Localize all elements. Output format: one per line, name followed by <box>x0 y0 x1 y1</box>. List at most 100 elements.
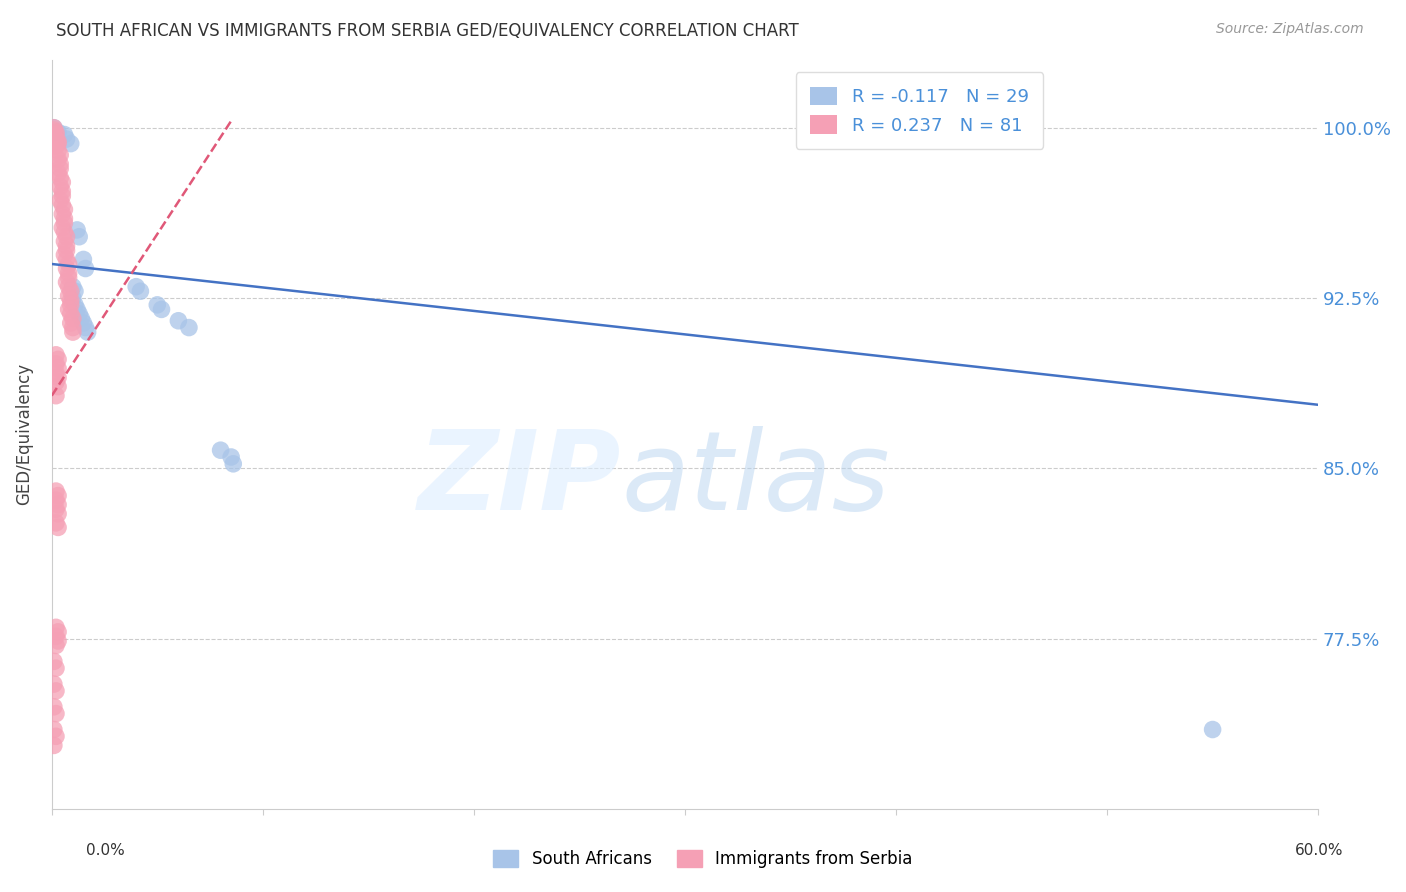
Point <box>46 361 69 376</box>
Point <box>46 624 69 639</box>
Point <box>59 136 82 151</box>
Point <box>59 316 82 330</box>
Point <box>222 457 245 471</box>
Point <box>63 298 86 312</box>
Point <box>45 706 67 721</box>
Point <box>45 629 67 643</box>
Point <box>45 684 67 698</box>
Point <box>45 516 67 530</box>
Point <box>53 202 76 217</box>
Point <box>46 634 69 648</box>
Point <box>150 302 173 317</box>
Point <box>53 248 76 262</box>
Point <box>49 157 72 171</box>
Point <box>55 229 77 244</box>
Point <box>46 498 69 512</box>
Point <box>53 128 76 142</box>
Point <box>42 699 65 714</box>
Point <box>219 450 242 464</box>
Point <box>51 207 73 221</box>
Point <box>129 284 152 298</box>
Point <box>42 739 65 753</box>
Point <box>76 325 98 339</box>
Point <box>45 128 67 142</box>
Point <box>59 307 82 321</box>
Point <box>59 298 82 312</box>
Point <box>59 284 82 298</box>
Point <box>46 134 69 148</box>
Point <box>53 225 76 239</box>
Point <box>59 293 82 308</box>
Point <box>51 198 73 212</box>
Point <box>46 166 69 180</box>
Point <box>46 370 69 384</box>
Point <box>51 184 73 198</box>
Point <box>67 229 90 244</box>
Point <box>66 223 89 237</box>
Point <box>58 279 80 293</box>
Point <box>45 493 67 508</box>
Point <box>42 123 65 137</box>
Point <box>58 302 80 317</box>
Point <box>66 302 89 317</box>
Point <box>49 179 72 194</box>
Point <box>62 311 84 326</box>
Text: Source: ZipAtlas.com: Source: ZipAtlas.com <box>1216 22 1364 37</box>
Point <box>49 194 72 208</box>
Point <box>53 211 76 226</box>
Point <box>55 275 77 289</box>
Point <box>70 311 93 326</box>
Point <box>45 357 67 371</box>
Point <box>67 307 90 321</box>
Point <box>62 320 84 334</box>
Point <box>45 661 67 675</box>
Point <box>49 148 72 162</box>
Text: ZIP: ZIP <box>418 425 621 533</box>
Point <box>46 352 69 367</box>
Point <box>46 136 69 151</box>
Point <box>72 316 94 330</box>
Point <box>177 320 200 334</box>
Point <box>146 298 169 312</box>
Point <box>209 443 232 458</box>
Point <box>46 125 69 139</box>
Point <box>45 375 67 389</box>
Point <box>62 291 84 305</box>
Point <box>46 153 69 167</box>
Point <box>42 677 65 691</box>
Point <box>45 502 67 516</box>
Y-axis label: GED/Equivalency: GED/Equivalency <box>15 363 32 506</box>
Text: SOUTH AFRICAN VS IMMIGRANTS FROM SERBIA GED/EQUIVALENCY CORRELATION CHART: SOUTH AFRICAN VS IMMIGRANTS FROM SERBIA … <box>56 22 799 40</box>
Point <box>58 266 80 280</box>
Point <box>167 314 190 328</box>
Point <box>45 139 67 153</box>
Point <box>45 484 67 499</box>
Point <box>1201 723 1223 737</box>
Point <box>45 729 67 743</box>
Point <box>55 244 77 258</box>
Point <box>42 654 65 668</box>
Point <box>62 279 84 293</box>
Point <box>46 507 69 521</box>
Point <box>46 520 69 534</box>
Point <box>46 489 69 503</box>
Point <box>42 723 65 737</box>
Point <box>75 261 97 276</box>
Point <box>51 220 73 235</box>
Point <box>63 284 86 298</box>
Point <box>75 320 97 334</box>
Point <box>46 144 69 158</box>
Point <box>51 189 73 203</box>
Point <box>55 261 77 276</box>
Text: 60.0%: 60.0% <box>1295 843 1343 858</box>
Point <box>58 289 80 303</box>
Point <box>51 175 73 189</box>
Point <box>58 270 80 285</box>
Point <box>55 132 77 146</box>
Point <box>42 120 65 135</box>
Point <box>62 325 84 339</box>
Point <box>72 252 94 267</box>
Legend: R = -0.117   N = 29, R = 0.237   N = 81: R = -0.117 N = 29, R = 0.237 N = 81 <box>796 72 1043 149</box>
Point <box>45 348 67 362</box>
Point <box>45 132 67 146</box>
